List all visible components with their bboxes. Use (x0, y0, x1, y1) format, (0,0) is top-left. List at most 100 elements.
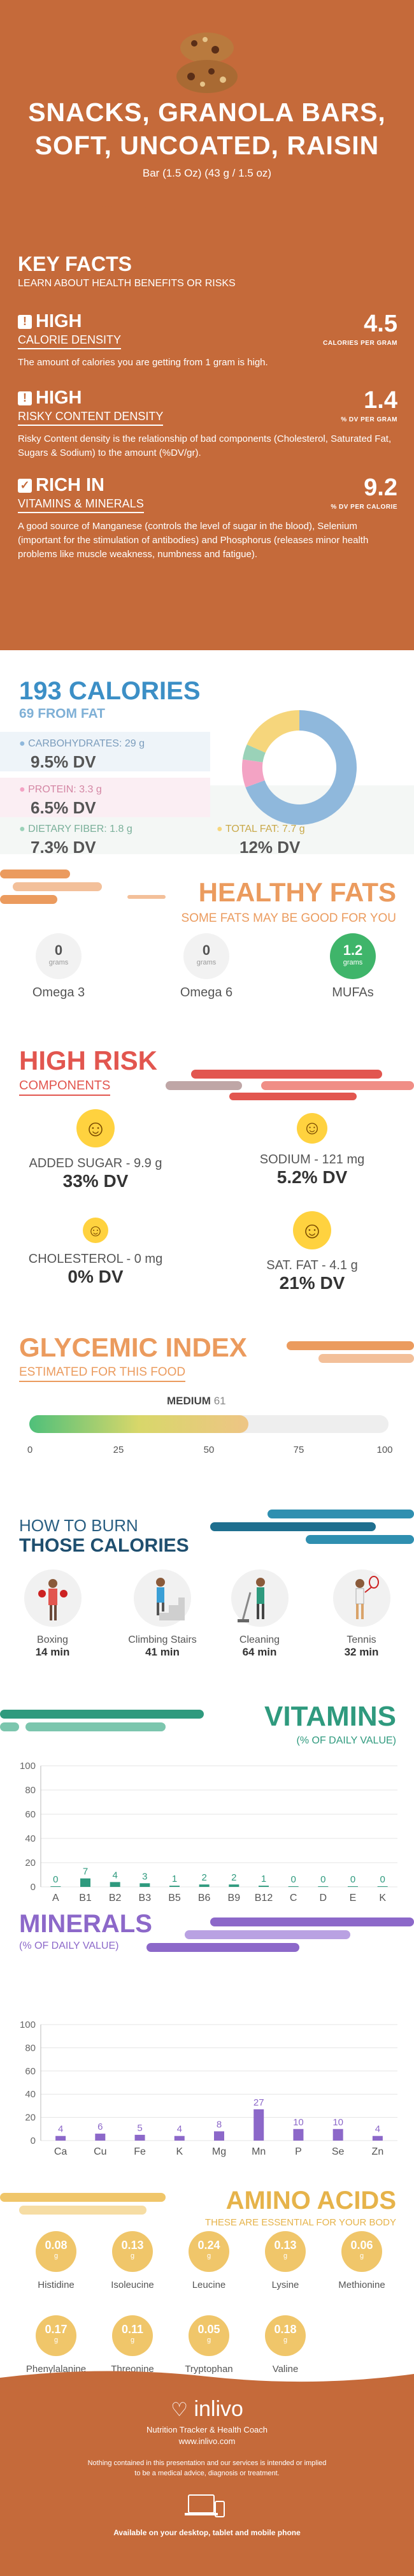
glycemic-tick: 0 (27, 1444, 33, 1455)
boxing-item: Boxing 14 min (13, 1569, 92, 1659)
x-tick-label: D (320, 1893, 327, 1903)
macronutrient-donut-chart (242, 710, 357, 825)
bar-value-label: 27 (253, 2097, 264, 2108)
bar-value-label: 3 (142, 1871, 147, 1882)
cleaning-item: Cleaning 64 min (220, 1569, 299, 1659)
cleaning-icon (231, 1569, 289, 1627)
climbing-stairs-item: Climbing Stairs 41 min (115, 1569, 210, 1659)
fat-dv: 12% DV (239, 838, 301, 857)
bar-value-label: 0 (290, 1874, 296, 1885)
fat-label: ● TOTAL FAT: 7.7 g (217, 824, 305, 834)
x-tick-label: Se (332, 2146, 345, 2157)
decorative-stripes (0, 2193, 166, 2215)
glycemic-subtitle: ESTIMATED FOR THIS FOOD (19, 1365, 186, 1382)
tennis-item: Tennis 32 min (322, 1569, 401, 1659)
y-tick-label: 60 (25, 2066, 36, 2077)
bar-Zn (372, 2136, 383, 2141)
vitamins-title: VITAMINS (264, 1701, 396, 1732)
key-facts-subtitle: LEARN ABOUT HEALTH BENEFITS OR RISKS (18, 278, 236, 289)
y-tick-label: 100 (20, 1761, 36, 1772)
glycemic-index-section: GLYCEMIC INDEX ESTIMATED FOR THIS FOOD M… (0, 1320, 414, 1485)
bar-value-label: 4 (375, 2124, 380, 2135)
bar-value-label: 4 (58, 2124, 63, 2135)
bar-value-label: 2 (231, 1872, 236, 1883)
minerals-section: MINERALS (% OF DAILY VALUE) 0 20 40 60 80 100… (0, 1900, 414, 2167)
bar-K (174, 2136, 185, 2141)
key-facts-title: KEY FACTS (18, 252, 132, 275)
amino-item-valine: 0.18 g Valine (247, 2315, 324, 2375)
amino-title: AMINO ACIDS (225, 2187, 396, 2215)
smiley-icon: ☺ (76, 1109, 115, 1147)
healthy-fats-section: HEALTHY FATS SOME FATS MAY BE GOOD FOR Y… (0, 854, 414, 1045)
high-risk-subtitle: COMPONENTS (19, 1079, 111, 1096)
y-tick-label: 40 (25, 1833, 36, 1844)
omega6-item: 0 grams Omega 6 (168, 933, 245, 1000)
protein-row: ● PROTEIN: 3.3 g 6.5% DV (0, 778, 210, 817)
glycemic-fill (29, 1415, 249, 1433)
bar-B5 (169, 1886, 180, 1887)
bar-value-label: 10 (332, 2117, 343, 2128)
vitamins-minerals-fact: ✓ RICH IN VITAMINS & MINERALS A good sour… (18, 474, 397, 560)
y-tick-label: 80 (25, 2042, 36, 2053)
x-tick-label: Fe (134, 2146, 146, 2157)
calories-title: 193 CALORIES (19, 677, 201, 705)
amino-item-lysine: 0.13 g Lysine (247, 2231, 324, 2290)
vitamins-subtitle: (% OF DAILY VALUE) (296, 1735, 396, 1746)
burn-calories-section: HOW TO BURN THOSE CALORIES Boxing 14 min… (0, 1492, 414, 1677)
wave-divider (0, 2371, 414, 2390)
footer-url[interactable]: www.inlivo.com (178, 2436, 236, 2446)
glycemic-tick: 50 (203, 1444, 215, 1455)
amino-item-tryptophan: 0.05 g Tryptophan (171, 2315, 247, 2375)
y-tick-label: 20 (25, 2113, 36, 2123)
y-tick-label: 20 (25, 1858, 36, 1868)
glycemic-title: GLYCEMIC INDEX (19, 1332, 247, 1362)
x-tick-label: K (379, 1893, 386, 1903)
decorative-stripes (287, 1341, 414, 1363)
x-tick-label: Ca (54, 2146, 68, 2157)
fiber-label: ● DIETARY FIBER: 1.8 g (19, 824, 132, 834)
minerals-bar-chart: 0 20 40 60 80 100 4 Ca 6 Cu 5 Fe 4 K 8 Mg 27 Mn 10 P 10 Se 4 Zn (20, 2019, 397, 2157)
smiley-icon: ☺ (293, 1211, 331, 1249)
bar-value-label: 1 (172, 1874, 177, 1884)
bar-C (288, 1886, 299, 1887)
x-tick-label: B5 (168, 1893, 181, 1903)
bar-E (348, 1886, 358, 1887)
calorie-density-fact: ! HIGH CALORIE DENSITY The amount of calo… (18, 310, 397, 368)
x-tick-label: B2 (109, 1893, 122, 1903)
x-tick-label: E (350, 1893, 357, 1903)
bar-value-label: 6 (97, 2121, 103, 2132)
bar-Mn (253, 2109, 264, 2141)
bar-K (377, 1886, 388, 1887)
minerals-title: MINERALS (19, 1910, 152, 1938)
carbs-row: ● CARBOHYDRATES: 29 g 9.5% DV (0, 732, 210, 771)
x-tick-label: K (176, 2146, 183, 2157)
y-tick-label: 60 (25, 1809, 36, 1820)
bar-D (318, 1886, 329, 1887)
bar-value-label: 1 (261, 1874, 266, 1884)
footer-tagline: Nutrition Tracker & Health Coach (146, 2425, 268, 2434)
glycemic-level: MEDIUM 61 (167, 1395, 226, 1407)
bar-B3 (139, 1883, 150, 1887)
minerals-subtitle: (% OF DAILY VALUE) (19, 1940, 119, 1951)
bar-Cu (95, 2134, 106, 2141)
smiley-icon: ☺ (297, 1113, 327, 1144)
food-title: SNACKS, GRANOLA BARS, SOFT, UNCOATED, RA… (28, 98, 386, 160)
bar-value-label: 8 (217, 2119, 222, 2130)
y-tick-label: 0 (31, 2136, 36, 2146)
serving-size: Bar (1.5 Oz) (43 g / 1.5 oz) (142, 167, 272, 179)
bar-B2 (110, 1882, 120, 1887)
footer-available: Available on your desktop, tablet and mo… (113, 2528, 301, 2537)
y-tick-label: 40 (25, 2089, 36, 2100)
decorative-stripes (0, 1710, 204, 1731)
bar-value-label: 0 (350, 1874, 355, 1885)
bar-Se (332, 2128, 343, 2141)
x-tick-label: B1 (79, 1893, 92, 1903)
amino-subtitle: THESE ARE ESSENTIAL FOR YOUR BODY (204, 2217, 396, 2228)
bar-Ca (55, 2136, 66, 2141)
burn-title-2: THOSE CALORIES (19, 1535, 189, 1556)
bar-Fe (134, 2134, 145, 2141)
vitamins-bar-chart: 0 20 40 60 80 100 0 A 7 B1 4 B2 3 B3 1 B5 2 B6 2 B9 1 B12 0 C 0 D… (20, 1761, 397, 1903)
healthy-fats-subtitle: SOME FATS MAY BE GOOD FOR YOU (181, 912, 396, 925)
warning-icon: ! (18, 314, 32, 329)
decorative-stripes (166, 1070, 414, 1100)
